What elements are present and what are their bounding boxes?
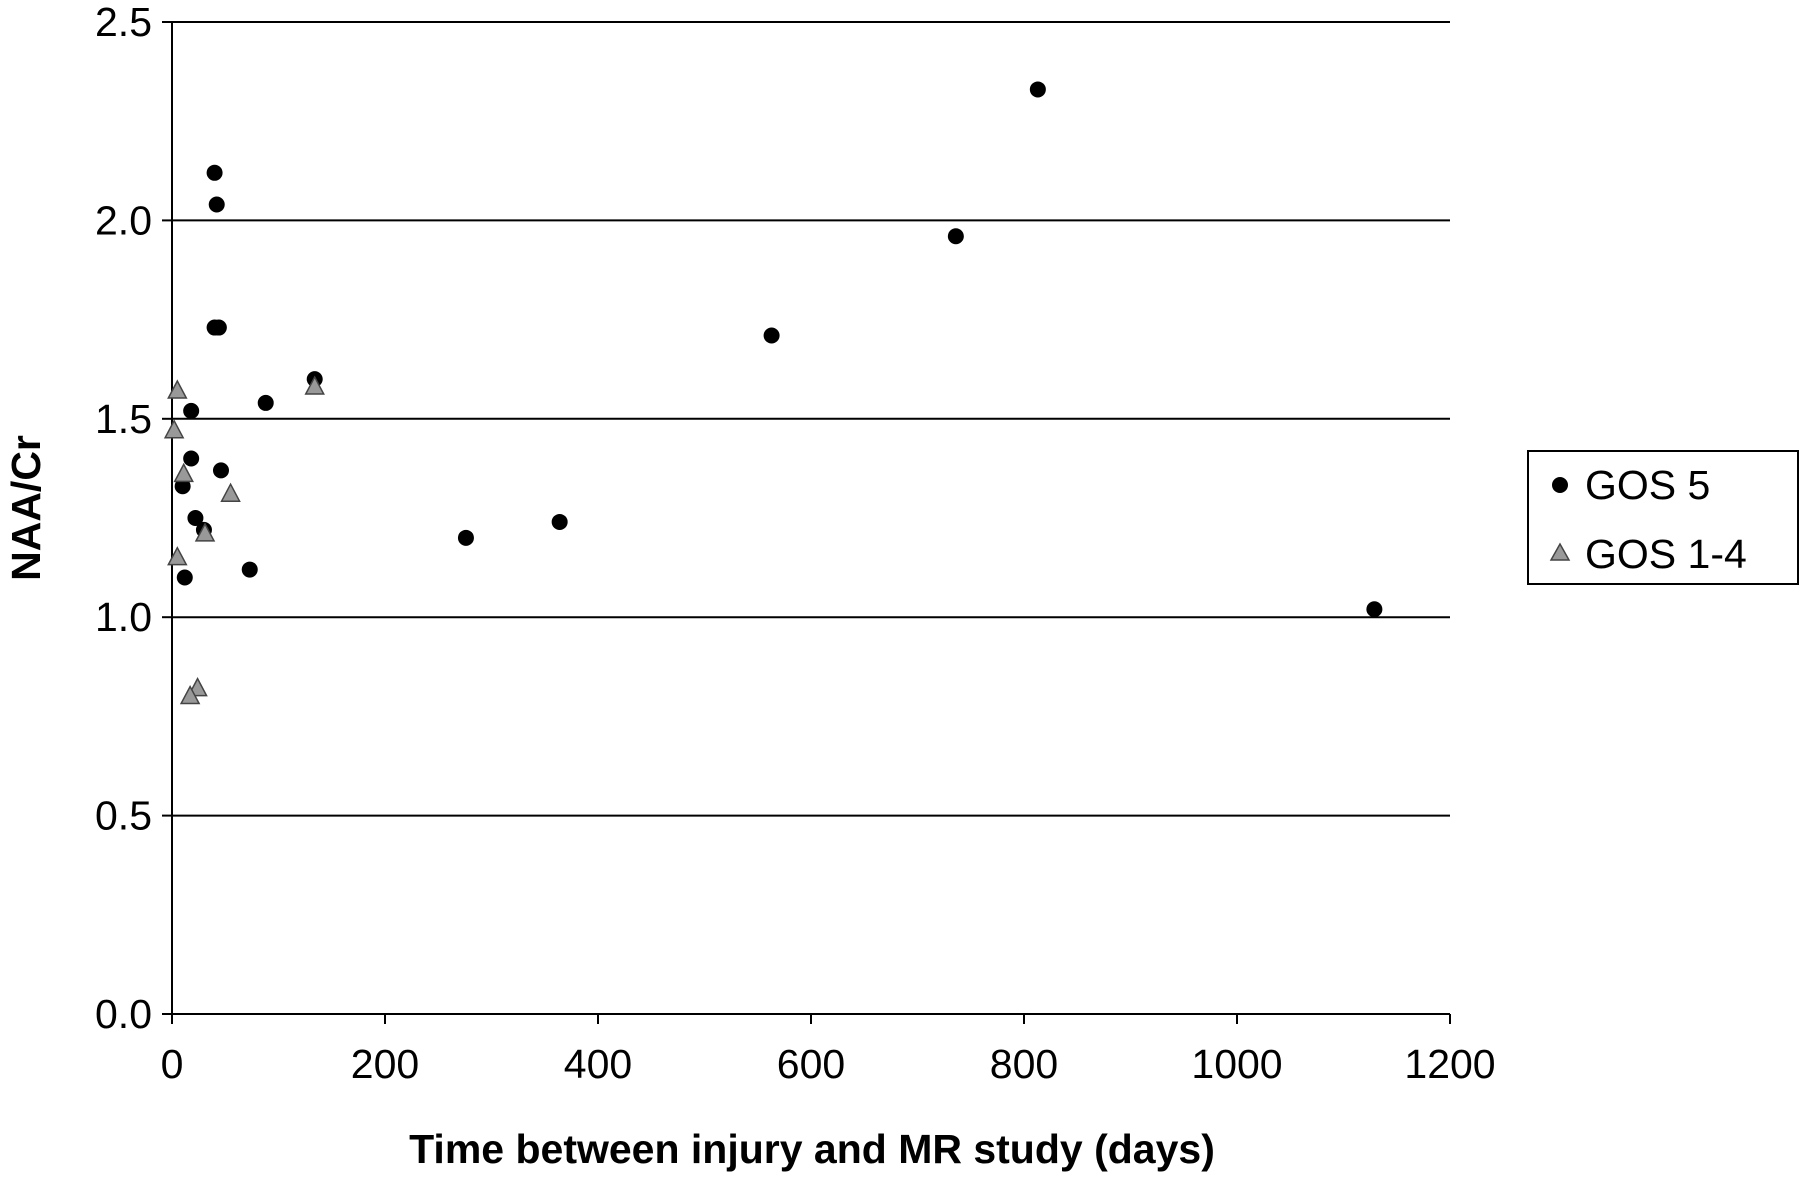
x-axis-title: Time between injury and MR study (days): [409, 1126, 1215, 1172]
data-point-gos-5: [551, 513, 568, 530]
data-point-gos-5: [1029, 81, 1046, 98]
data-point-gos-5: [187, 510, 204, 526]
data-point-gos-5: [183, 402, 200, 419]
y-axis-title: NAA/Cr: [3, 435, 49, 581]
y-tick-label: 1.5: [95, 396, 152, 442]
data-point-gos-5: [212, 462, 229, 479]
data-point-gos-1-4: [173, 462, 194, 483]
y-tick-label: 0.5: [95, 793, 152, 839]
data-point-gos-5: [174, 478, 191, 495]
data-point-gos-1-4: [179, 684, 201, 705]
data-point-gos-1-4: [304, 375, 325, 395]
data-point-gos-5: [1366, 601, 1383, 618]
x-tick-label: 600: [777, 1041, 845, 1087]
y-tick-label: 2.5: [95, 0, 152, 45]
y-tick-label: 0.0: [95, 991, 152, 1037]
data-point-gos-5: [763, 327, 780, 344]
data-point-gos-1-4: [194, 522, 216, 542]
legend: GOS 5 GOS 1-4: [1527, 450, 1799, 585]
data-point-gos-5: [183, 450, 200, 467]
legend-box: [1527, 450, 1799, 585]
data-point-gos-5: [257, 394, 274, 411]
data-point-gos-1-4: [220, 482, 241, 502]
x-tick-label: 800: [990, 1041, 1058, 1087]
x-tick-label: 0: [161, 1041, 184, 1087]
y-tick-label: 2.0: [95, 197, 152, 243]
data-point-gos-5: [208, 196, 225, 213]
data-point-gos-1-4: [167, 379, 188, 399]
x-tick-label: 400: [564, 1041, 632, 1087]
y-tick-label: 1.0: [95, 594, 152, 640]
data-point-gos-1-4: [167, 546, 188, 566]
data-point-gos-5: [210, 319, 227, 336]
legend-marker-gos-1-4: [1549, 542, 1571, 561]
data-point-gos-5: [206, 164, 223, 181]
x-tick-label: 1000: [1191, 1041, 1282, 1087]
x-tick-label: 1200: [1404, 1041, 1495, 1087]
legend-marker-gos-5: [1552, 477, 1568, 493]
x-tick-label: 200: [351, 1041, 419, 1087]
data-point-gos-5: [457, 529, 474, 546]
data-point-gos-1-4: [163, 419, 185, 439]
legend-label-gos-5: GOS 5: [1585, 462, 1710, 508]
data-point-gos-5: [947, 228, 964, 245]
data-point-gos-5: [241, 561, 258, 578]
data-point-gos-5: [176, 569, 193, 586]
legend-label-gos-1-4: GOS 1-4: [1585, 531, 1747, 577]
